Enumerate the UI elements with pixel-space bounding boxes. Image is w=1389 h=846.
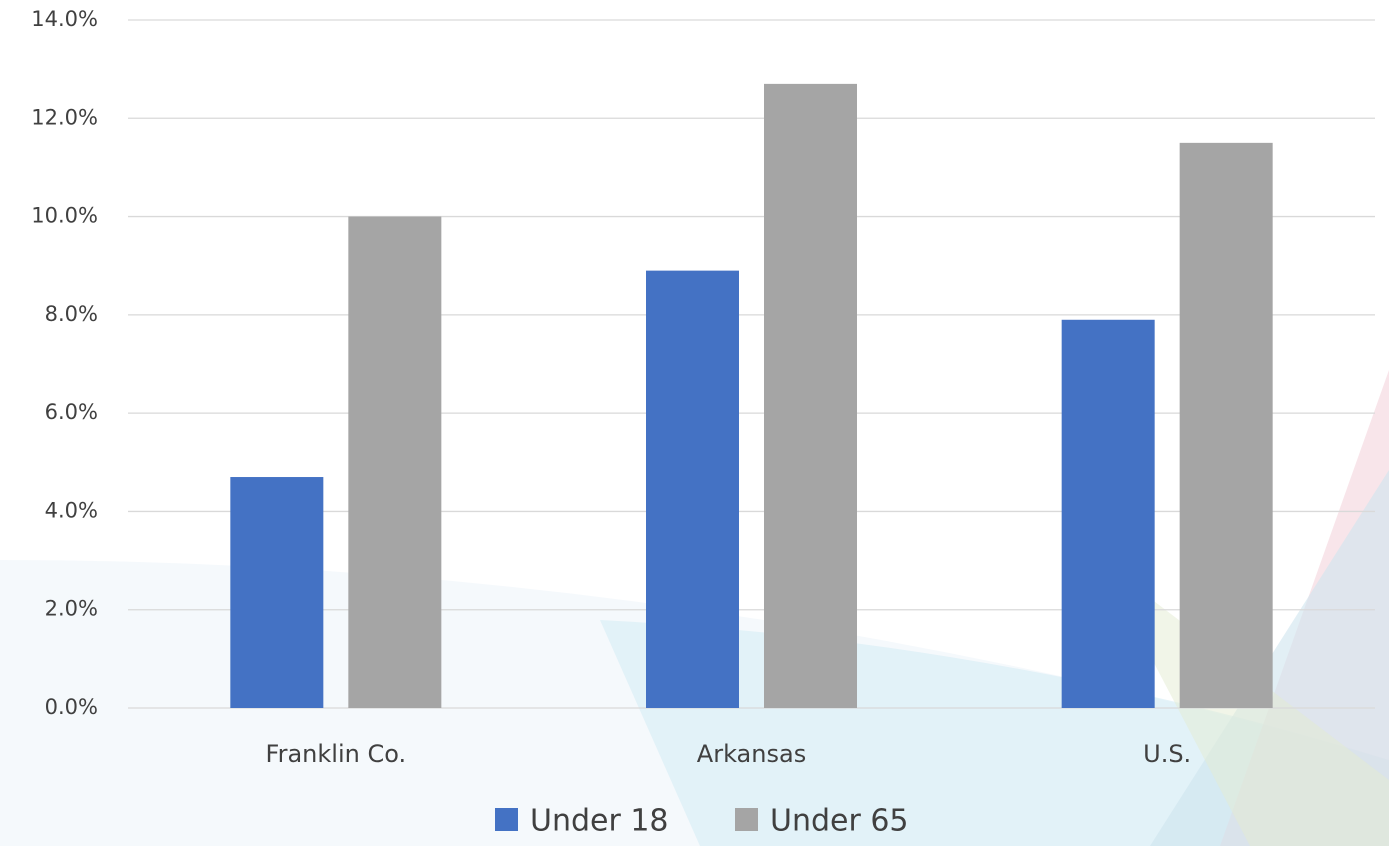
y-tick-label: 14.0% xyxy=(31,7,98,31)
bar xyxy=(1179,142,1273,708)
bar xyxy=(764,83,857,708)
bar xyxy=(230,477,324,708)
bar xyxy=(646,270,739,708)
x-tick-label: Arkansas xyxy=(697,740,806,768)
y-tick-label: 10.0% xyxy=(31,204,98,228)
y-tick-label: 4.0% xyxy=(45,498,98,522)
y-tick-label: 8.0% xyxy=(45,302,98,326)
x-tick-label: Franklin Co. xyxy=(266,740,407,768)
y-tick-label: 2.0% xyxy=(45,597,98,621)
y-tick-label: 12.0% xyxy=(31,105,98,129)
x-tick-label: U.S. xyxy=(1143,740,1191,768)
y-tick-label: 0.0% xyxy=(45,695,98,719)
bar xyxy=(1061,319,1155,708)
legend-label: Under 65 xyxy=(770,804,909,839)
legend-swatch xyxy=(495,808,518,831)
bar xyxy=(348,216,442,709)
legend-label: Under 18 xyxy=(530,804,669,839)
y-tick-label: 6.0% xyxy=(45,400,98,424)
legend-swatch xyxy=(735,808,758,831)
